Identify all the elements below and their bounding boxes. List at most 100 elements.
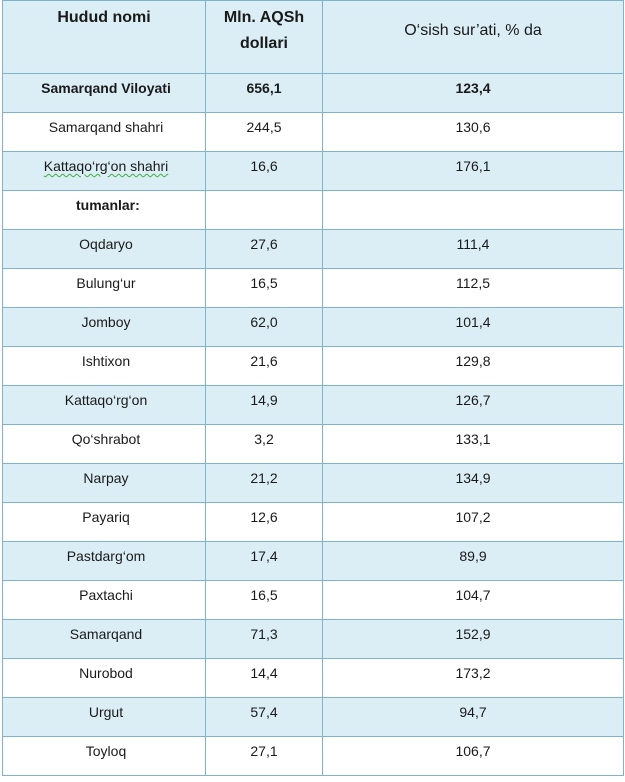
region-name-cell: Paxtachi xyxy=(2,580,206,620)
table-row: Oqdaryo 27,6 111,4 xyxy=(2,229,624,269)
region-name-cell: Samarqand shahri xyxy=(2,112,206,152)
region-name-cell: Pastdarg‘om xyxy=(2,541,206,581)
value-cell: 14,9 xyxy=(205,385,323,425)
table-row: Toyloq 27,1 106,7 xyxy=(2,736,624,776)
growth-text: 107,2 xyxy=(455,509,491,525)
table-row: Nurobod 14,4 173,2 xyxy=(2,658,624,698)
header-region: Hudud nomi xyxy=(2,0,206,74)
region-name-cell: Jomboy xyxy=(2,307,206,347)
growth-cell xyxy=(322,190,624,230)
growth-cell: 173,2 xyxy=(322,658,624,698)
value-text: 16,6 xyxy=(250,158,278,174)
region-name-text: Payariq xyxy=(82,509,130,525)
growth-text: 176,1 xyxy=(455,158,491,174)
table-row: Pastdarg‘om 17,4 89,9 xyxy=(2,541,624,581)
growth-cell: 106,7 xyxy=(322,736,624,776)
growth-cell: 123,4 xyxy=(322,73,624,113)
value-cell: 21,2 xyxy=(205,463,323,503)
growth-cell: 89,9 xyxy=(322,541,624,581)
value-cell: 62,0 xyxy=(205,307,323,347)
region-name-text: Samarqand xyxy=(69,626,143,642)
region-name-cell: Ishtixon xyxy=(2,346,206,386)
region-name-cell: Payariq xyxy=(2,502,206,542)
region-name-text: Ishtixon xyxy=(81,353,131,369)
table-row: Samarqand 71,3 152,9 xyxy=(2,619,624,659)
growth-cell: 112,5 xyxy=(322,268,624,308)
region-name-cell: Qo‘shrabot xyxy=(2,424,206,464)
growth-cell: 129,8 xyxy=(322,346,624,386)
region-name-text: Kattaqo‘rg‘on xyxy=(64,392,148,408)
growth-text: 106,7 xyxy=(455,743,491,759)
value-text: 17,4 xyxy=(250,548,278,564)
table-row: Ishtixon 21,6 129,8 xyxy=(2,346,624,386)
value-cell: 14,4 xyxy=(205,658,323,698)
value-text: 244,5 xyxy=(246,119,282,135)
growth-text: 134,9 xyxy=(455,470,491,486)
growth-text: 123,4 xyxy=(455,80,491,96)
growth-text: 111,4 xyxy=(456,236,490,252)
region-name-text: Bulung‘ur xyxy=(76,275,136,291)
table-row: Narpay 21,2 134,9 xyxy=(2,463,624,503)
region-name-cell: Samarqand xyxy=(2,619,206,659)
region-name-cell: Oqdaryo xyxy=(2,229,206,269)
growth-cell: 133,1 xyxy=(322,424,624,464)
value-text: 21,2 xyxy=(250,470,278,486)
region-name-cell: tumanlar: xyxy=(2,190,206,230)
region-name-text: Qo‘shrabot xyxy=(71,431,141,447)
value-text: 14,4 xyxy=(250,665,278,681)
value-cell: 21,6 xyxy=(205,346,323,386)
value-cell: 656,1 xyxy=(205,73,323,113)
value-text: 21,6 xyxy=(250,353,278,369)
growth-cell: 104,7 xyxy=(322,580,624,620)
value-cell: 71,3 xyxy=(205,619,323,659)
table-row: Samarqand shahri 244,5 130,6 xyxy=(2,112,624,152)
growth-cell: 130,6 xyxy=(322,112,624,152)
growth-cell: 126,7 xyxy=(322,385,624,425)
region-name-cell: Kattaqo‘rg‘on xyxy=(2,385,206,425)
value-cell: 16,5 xyxy=(205,580,323,620)
growth-text: 130,6 xyxy=(455,119,491,135)
growth-text: 112,5 xyxy=(456,275,490,291)
region-name-text: Nurobod xyxy=(79,665,133,681)
value-cell: 3,2 xyxy=(205,424,323,464)
table-row: Payariq 12,6 107,2 xyxy=(2,502,624,542)
table-row: Bulung‘ur 16,5 112,5 xyxy=(2,268,624,308)
value-cell: 244,5 xyxy=(205,112,323,152)
region-name-cell: Narpay xyxy=(2,463,206,503)
region-name-text: Paxtachi xyxy=(79,587,133,603)
value-text: 14,9 xyxy=(250,392,278,408)
region-name-text: Jomboy xyxy=(81,314,131,330)
value-text: 57,4 xyxy=(250,704,278,720)
value-text: 3,2 xyxy=(254,431,274,447)
region-name-text: Urgut xyxy=(88,704,124,720)
header-growth: O‘sish sur’ati, % da xyxy=(322,0,624,74)
region-name-cell: Toyloq xyxy=(2,736,206,776)
region-name-text: Toyloq xyxy=(85,743,127,759)
value-cell: 12,6 xyxy=(205,502,323,542)
growth-cell: 152,9 xyxy=(322,619,624,659)
region-name-text: Narpay xyxy=(83,470,129,486)
header-value-line2: dollari xyxy=(239,35,288,52)
growth-cell: 94,7 xyxy=(322,697,624,737)
table-row: Samarqand Viloyati 656,1 123,4 xyxy=(2,73,624,113)
region-name-text: Kattaqo‘rg‘on shahri xyxy=(43,158,169,174)
growth-cell: 107,2 xyxy=(322,502,624,542)
growth-cell: 176,1 xyxy=(322,151,624,191)
value-text: 16,5 xyxy=(250,587,278,603)
region-name-cell: Kattaqo‘rg‘on shahri xyxy=(2,151,206,191)
growth-text: 152,9 xyxy=(455,626,491,642)
table-row: Kattaqo‘rg‘on 14,9 126,7 xyxy=(2,385,624,425)
region-name-text: Pastdarg‘om xyxy=(66,548,146,564)
region-name-cell: Samarqand Viloyati xyxy=(2,73,206,113)
growth-text: 101,4 xyxy=(455,314,491,330)
value-cell: 27,1 xyxy=(205,736,323,776)
growth-cell: 111,4 xyxy=(322,229,624,269)
table-row: Qo‘shrabot 3,2 133,1 xyxy=(2,424,624,464)
table-subheading-row: tumanlar: xyxy=(2,190,624,230)
growth-text: 89,9 xyxy=(459,548,487,564)
value-cell: 17,4 xyxy=(205,541,323,581)
region-name-cell: Urgut xyxy=(2,697,206,737)
value-text: 16,5 xyxy=(250,275,278,291)
region-name-cell: Nurobod xyxy=(2,658,206,698)
